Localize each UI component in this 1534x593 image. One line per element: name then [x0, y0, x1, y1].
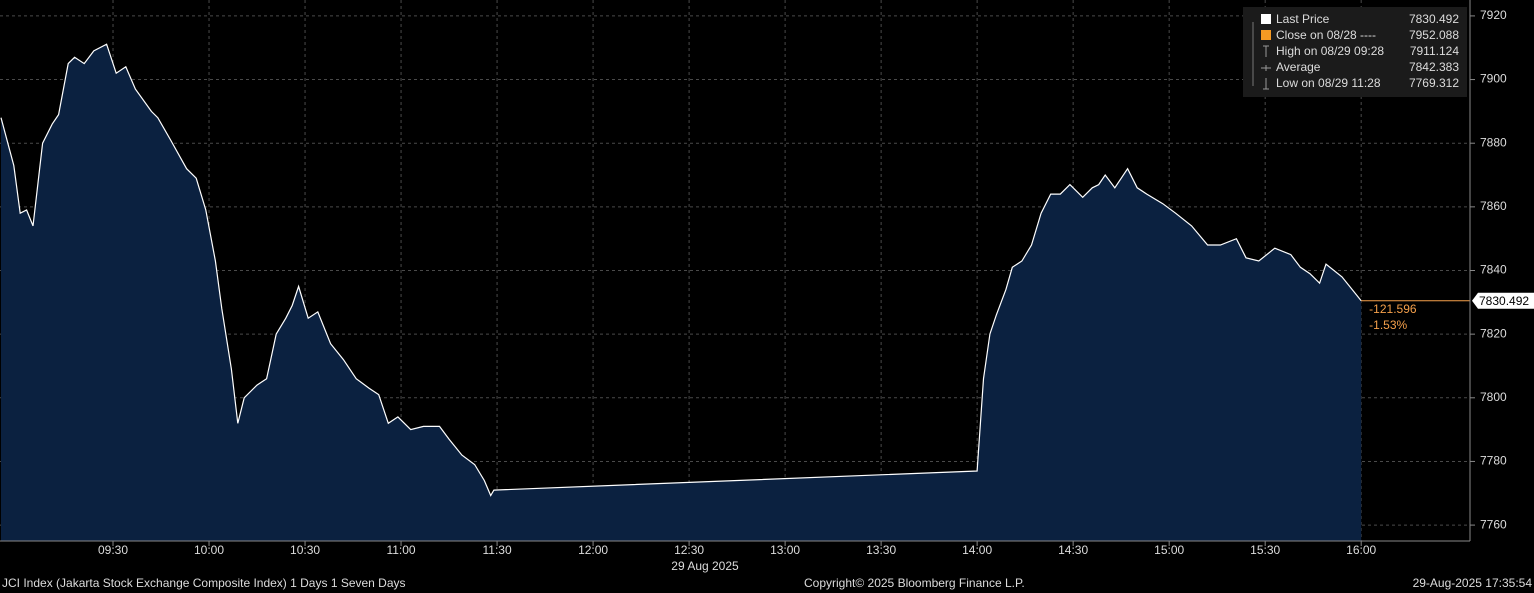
axes: 7760 7780 7800 7820 7840 7860 7880 7900 7920 09:3…: [98, 8, 1534, 557]
x-tick-label: 14:00: [962, 543, 992, 557]
y-tick-label: 7860: [1480, 199, 1507, 213]
y-tick-label: 7920: [1480, 8, 1507, 22]
x-tick-label: 09:30: [98, 543, 128, 557]
legend-label: Average: [1276, 60, 1321, 74]
footer-center: Copyright© 2025 Bloomberg Finance L.P.: [804, 576, 1025, 590]
x-tick-label: 10:30: [290, 543, 320, 557]
legend-icon: [1261, 30, 1271, 40]
y-tick-label: 7900: [1480, 72, 1507, 86]
legend-icon: [1261, 65, 1271, 71]
line: [0, 43, 1362, 497]
y-tick-label: 7760: [1480, 517, 1507, 531]
legend-value: 7842.383: [1409, 60, 1459, 74]
x-tick-label: 12:30: [674, 543, 704, 557]
last-price-label: 7830.492: [1479, 294, 1529, 308]
last-price-tag: [1472, 292, 1534, 309]
y-tick-label: 7800: [1480, 390, 1507, 404]
plot: [0, 43, 1470, 541]
x-tick-label: 12:00: [578, 543, 608, 557]
x-tick-label: 11:00: [386, 543, 415, 557]
change-pct-label: -1.53%: [1369, 318, 1407, 332]
footer-left: JCI Index (Jakarta Stock Exchange Compos…: [2, 576, 406, 590]
x-tick-label: 11:30: [482, 543, 511, 557]
legend-value: 7830.492: [1409, 12, 1459, 26]
x-tick-label: 16:00: [1346, 543, 1376, 557]
y-tick-label: 7780: [1480, 454, 1507, 468]
y-tick-label: 7880: [1480, 135, 1507, 149]
legend-label: High on 08/29 09:28: [1276, 44, 1384, 58]
legend-value: 7911.124: [1410, 44, 1459, 58]
legend-value: 7952.088: [1409, 28, 1459, 42]
legend-icon: [1261, 14, 1271, 24]
legend-label: Close on 08/28 ----: [1276, 28, 1376, 42]
legend-box: [1243, 7, 1467, 97]
x-tick-label: 15:30: [1250, 543, 1280, 557]
y-tick-label: 7840: [1480, 263, 1507, 277]
legend-icon: [1263, 45, 1269, 57]
legend-label: Low on 08/29 11:28: [1276, 76, 1381, 90]
legend: Last Price 7830.492 Close on 08/28 ---- 795…: [1243, 7, 1467, 97]
legend-value: 7769.312: [1409, 76, 1459, 90]
change-label: -121.596: [1369, 302, 1417, 316]
y-tick-label: 7820: [1480, 326, 1507, 340]
footer-right: 29-Aug-2025 17:35:54: [1413, 576, 1533, 590]
x-tick-label: 13:30: [866, 543, 896, 557]
x-date-label: 29 Aug 2025: [671, 559, 739, 573]
legend-label: Last Price: [1276, 12, 1330, 26]
legend-icon: [1263, 78, 1269, 90]
x-tick-label: 13:00: [770, 543, 800, 557]
x-tick-label: 14:30: [1058, 543, 1088, 557]
area: [1, 44, 1362, 541]
x-tick-label: 15:00: [1154, 543, 1184, 557]
x-tick-label: 10:00: [194, 543, 224, 557]
